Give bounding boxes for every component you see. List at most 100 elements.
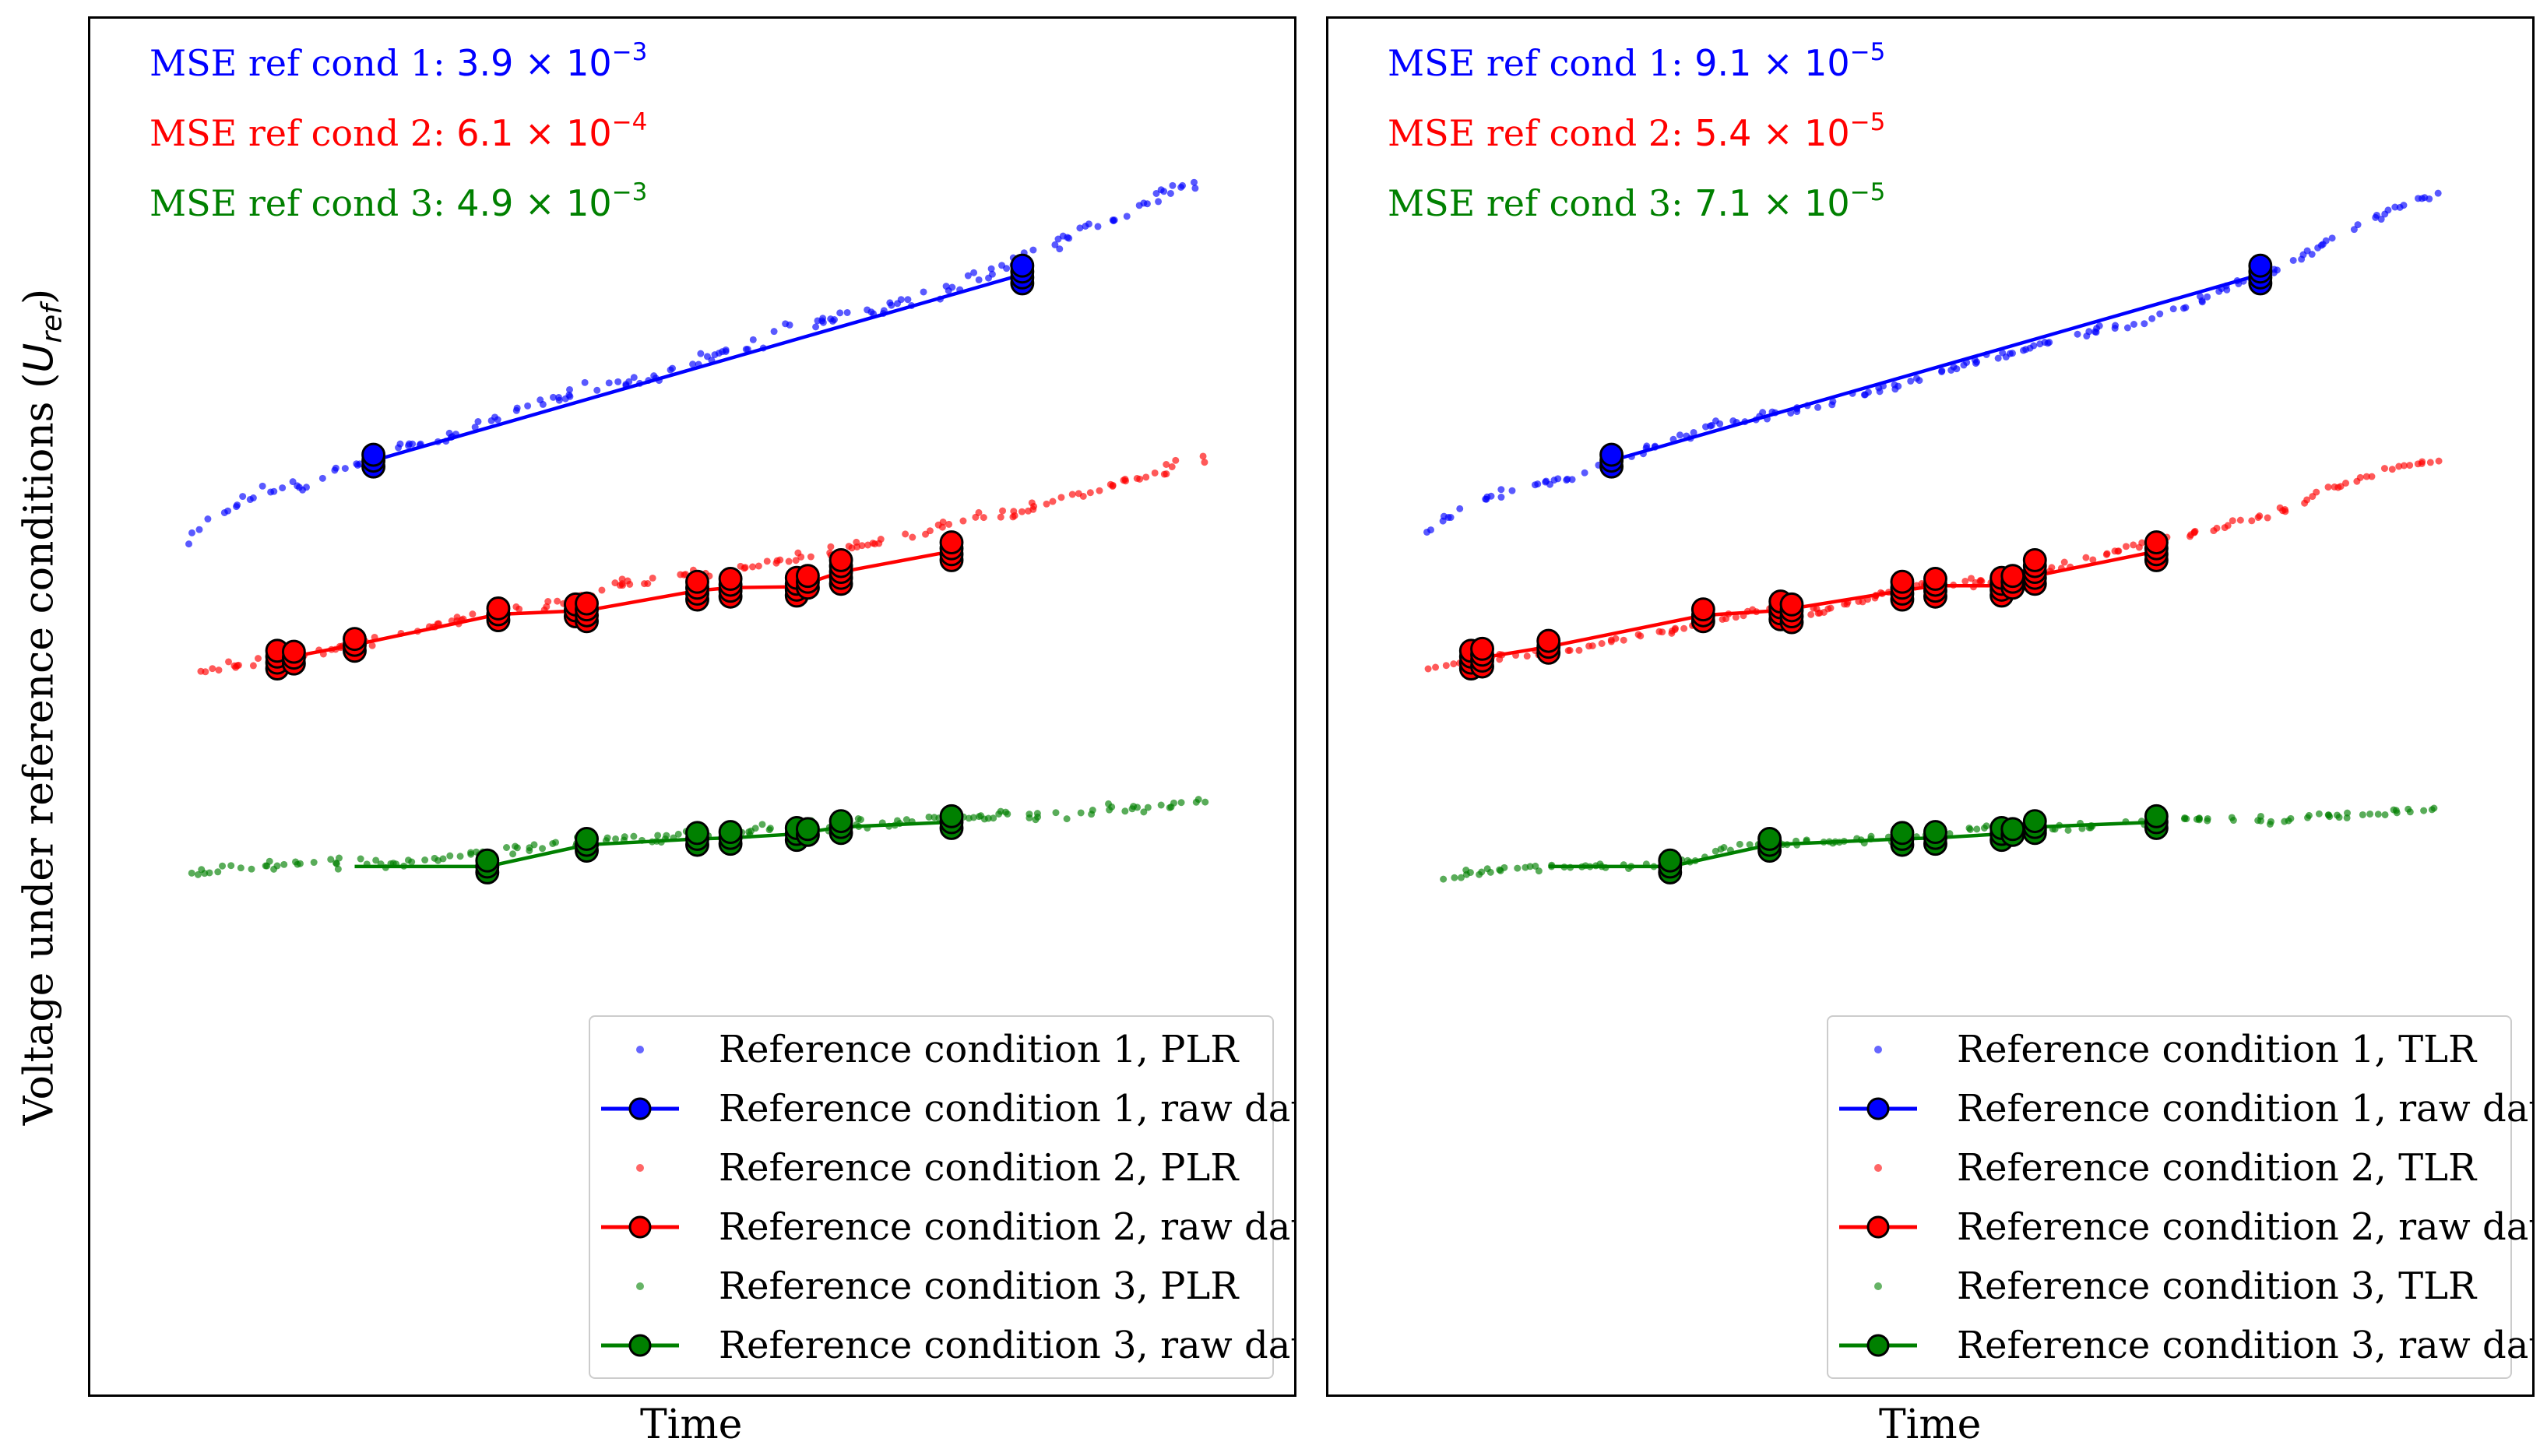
scatter-point	[1508, 487, 1516, 494]
scatter-point	[536, 396, 544, 404]
scatter-point	[469, 610, 477, 618]
scatter-point	[331, 466, 339, 474]
scatter-point	[1089, 807, 1096, 814]
right-plot-panel: MSE ref cond 1: 9.1 × 10−5 MSE ref cond …	[1326, 16, 2535, 1397]
scatter-point	[792, 557, 800, 564]
raw-data-marker	[1923, 820, 1947, 845]
scatter-point	[2331, 483, 2338, 491]
scatter-point	[1143, 200, 1151, 208]
scatter-point	[902, 816, 910, 824]
legend-marker	[1874, 1164, 1882, 1172]
scatter-point	[2328, 234, 2336, 242]
scatter-point	[977, 812, 985, 820]
raw-data-series	[1458, 530, 2169, 681]
scatter-point	[1814, 610, 1822, 617]
scatter-point	[2182, 304, 2190, 311]
scatter-point	[2335, 814, 2343, 821]
scatter-point	[1676, 431, 1683, 439]
scatter-point	[1172, 456, 1180, 464]
scatter-point	[539, 845, 547, 853]
scatter-point	[225, 658, 232, 666]
scatter-point	[1191, 178, 1198, 186]
scatter-point	[970, 269, 978, 276]
scatter-point	[1057, 494, 1065, 501]
scatter-point	[945, 520, 953, 528]
scatter-point	[1759, 409, 1767, 417]
legend-label: Reference condition 1, raw data	[719, 1087, 1296, 1131]
scatter-point	[2366, 810, 2374, 818]
scatter-point	[2381, 811, 2389, 818]
scatter-point	[641, 580, 649, 588]
scatter-point	[332, 860, 340, 867]
scatter-point	[630, 374, 638, 382]
scatter-point	[259, 482, 266, 490]
scatter-point	[988, 270, 996, 278]
scatter-point	[327, 856, 335, 863]
scatter-point	[188, 869, 195, 877]
raw-data-marker	[361, 442, 386, 467]
scatter-point	[554, 597, 561, 605]
legend-label: Reference condition 3, TLR	[1957, 1264, 2477, 1308]
raw-data-marker	[1779, 592, 1804, 617]
scatter-point	[1451, 874, 1458, 881]
scatter-point	[2138, 539, 2146, 547]
scatter-point	[722, 346, 730, 353]
scatter-point	[749, 563, 756, 571]
scatter-point	[1523, 652, 1531, 660]
scatter-point	[877, 536, 885, 543]
legend-entry: Reference condition 2, PLR	[590, 1138, 1272, 1198]
legend-marker	[1839, 1097, 1917, 1120]
x-axis-label-left: Time	[640, 1401, 743, 1448]
scatter-point	[1029, 246, 1037, 254]
scatter-point	[964, 272, 972, 280]
scatter-point	[1966, 825, 1974, 833]
scatter-series	[1424, 457, 2443, 673]
scatter-point	[2213, 524, 2221, 532]
raw-data-marker	[939, 804, 964, 828]
scatter-point	[909, 533, 916, 541]
scatter-point	[1546, 480, 1553, 488]
scatter-point	[233, 503, 241, 511]
scatter-point	[408, 858, 416, 866]
scatter-point	[1010, 508, 1018, 515]
scatter-point	[372, 856, 380, 864]
raw-data-series	[1548, 804, 2169, 885]
scatter-point	[785, 557, 793, 565]
scatter-point	[1968, 575, 1975, 582]
scatter-point	[1121, 807, 1129, 815]
scatter-point	[605, 379, 613, 387]
scatter-point	[603, 834, 611, 842]
raw-data-marker	[2022, 547, 2047, 572]
scatter-point	[650, 372, 658, 380]
scatter-point	[197, 667, 205, 675]
scatter-point	[1736, 840, 1743, 848]
scatter-point	[843, 308, 851, 316]
scatter-point	[987, 265, 995, 273]
scatter-point	[2122, 543, 2130, 550]
scatter-point	[814, 317, 821, 325]
scatter-point	[1522, 863, 1529, 871]
scatter-point	[1056, 245, 1064, 253]
scatter-point	[1860, 391, 1868, 399]
legend-label: Reference condition 2, PLR	[719, 1146, 1239, 1190]
scatter-point	[204, 515, 212, 523]
scatter-point	[980, 514, 987, 522]
scatter-point	[1096, 487, 1103, 494]
scatter-point	[1994, 354, 2002, 362]
scatter-point	[471, 424, 479, 431]
scatter-point	[737, 562, 744, 570]
scatter-point	[1043, 500, 1050, 508]
scatter-point	[1497, 867, 1504, 874]
scatter-point	[2187, 531, 2195, 539]
y-axis-label: Voltage under reference conditions (Uref…	[16, 288, 69, 1126]
scatter-point	[581, 378, 589, 386]
raw-data-series	[265, 530, 964, 681]
scatter-point	[1620, 636, 1627, 644]
raw-data-marker	[828, 809, 853, 834]
scatter-point	[1201, 798, 1209, 806]
scatter-point	[1065, 234, 1073, 242]
scatter-point	[827, 543, 835, 550]
scatter-point	[474, 417, 482, 425]
scatter-point	[902, 530, 909, 538]
